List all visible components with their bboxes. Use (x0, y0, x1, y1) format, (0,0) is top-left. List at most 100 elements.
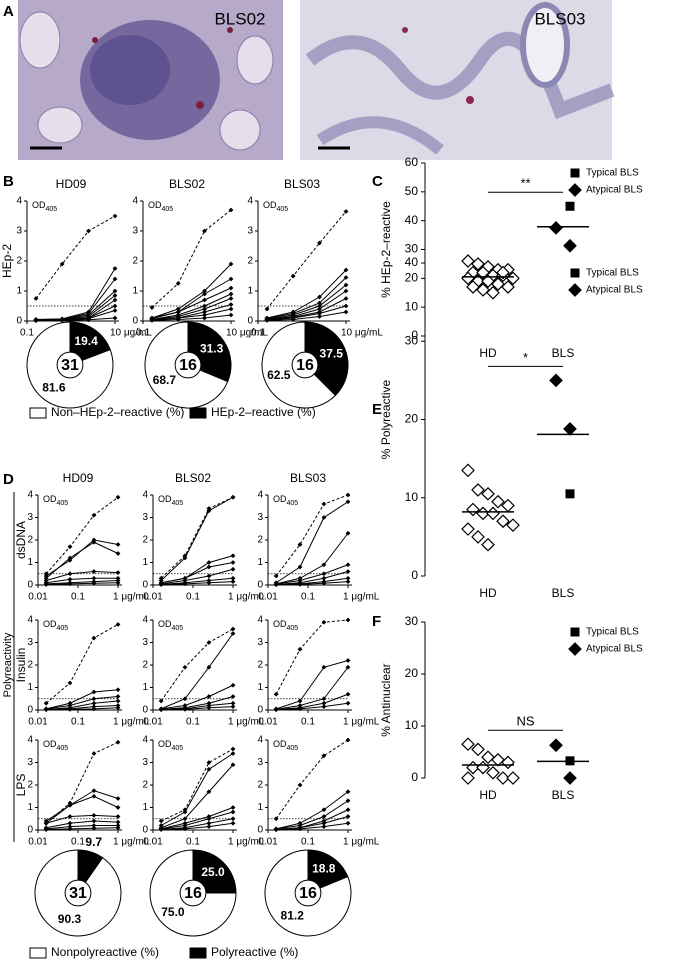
pie-slice (26, 321, 114, 409)
antibody-line (266, 284, 347, 320)
point (345, 820, 351, 826)
x-tick-label: 0.1 (186, 717, 200, 728)
category-label: BLS (552, 586, 575, 600)
point (496, 514, 510, 529)
antibody-line (161, 696, 234, 710)
chart-title: HD09 (63, 471, 94, 485)
y-tick-label: 2 (142, 535, 148, 546)
point (115, 739, 121, 745)
point (321, 820, 327, 826)
point (317, 306, 322, 312)
antibody-line (46, 577, 118, 584)
point (43, 707, 49, 713)
point (91, 689, 97, 695)
point (182, 826, 188, 832)
slice-label: 25.0 (201, 865, 225, 879)
point (158, 707, 164, 713)
point (345, 737, 351, 743)
point (91, 569, 97, 574)
point (67, 706, 73, 712)
y-tick-label: 4 (27, 615, 33, 626)
y-tick-label: 0 (257, 705, 263, 716)
stain (466, 96, 474, 104)
legend-label: Atypical BLS (586, 644, 643, 655)
y-tick-label: 1 (142, 802, 148, 813)
y-tick-label: 10 (405, 490, 419, 504)
y-tick-label: 10 (405, 299, 419, 313)
antibody-line (46, 814, 119, 824)
antibody-line (276, 816, 349, 831)
point (230, 494, 236, 500)
point (501, 280, 515, 294)
control-line (151, 209, 232, 308)
legend-marker (568, 183, 582, 197)
point (230, 575, 236, 581)
point (59, 318, 65, 323)
y-tick-label: 4 (142, 735, 148, 746)
point (297, 564, 303, 570)
pie-center (294, 879, 322, 907)
point (91, 512, 97, 518)
y-tick-label: 1 (257, 557, 263, 568)
y-tick-label: 1 (27, 682, 33, 693)
y-tick-label: 2 (142, 660, 148, 671)
chart-title: HD09 (56, 177, 87, 191)
point (317, 314, 322, 319)
pie-center (179, 879, 207, 907)
legend-label: Typical BLS (586, 168, 639, 179)
antibody-line (276, 532, 349, 585)
antibody-line (276, 581, 349, 586)
point (206, 573, 212, 579)
point (491, 277, 505, 291)
point (273, 573, 279, 579)
od-text: OD (43, 739, 57, 749)
point (563, 238, 577, 253)
y-tick-label: 3 (257, 757, 263, 768)
point (317, 240, 322, 246)
point (182, 809, 188, 815)
point (466, 280, 480, 294)
od-label: OD405 (32, 200, 57, 213)
antibody-line (151, 293, 232, 320)
y-tick-label: 3 (142, 512, 148, 523)
y-tick-label: 30 (405, 242, 419, 256)
point (345, 807, 351, 813)
point (182, 555, 188, 561)
point (202, 309, 207, 315)
point (549, 221, 563, 235)
category-label: HD (479, 586, 497, 600)
x-tick-label: 10 μg/mL (110, 328, 152, 339)
point (206, 816, 212, 822)
point (67, 802, 73, 808)
row-label: LPS (14, 774, 28, 797)
antibody-line (46, 689, 119, 710)
y-tick-label: 1 (257, 802, 263, 813)
point (33, 296, 39, 301)
point (297, 826, 303, 832)
antibody-line (276, 571, 349, 585)
point (43, 700, 49, 706)
od-subscript: 405 (172, 500, 184, 507)
od-label: OD405 (158, 494, 183, 507)
side-label: Polyreactivity (2, 632, 14, 697)
antibody-line (160, 764, 234, 829)
od-subscript: 405 (287, 625, 299, 632)
antibody-line (276, 564, 349, 585)
point (317, 300, 322, 306)
point (112, 297, 118, 303)
point (59, 261, 65, 267)
y-tick-label: 20 (405, 271, 419, 285)
crypt (19, 11, 61, 69)
antibody-line (35, 278, 116, 320)
pie-center (174, 351, 202, 379)
od-text: OD (43, 494, 57, 504)
y-axis-label: HEp-2 (0, 244, 14, 278)
x-tick-label: 0.1 (186, 837, 200, 848)
slice-label: 37.5 (320, 346, 344, 360)
point (481, 274, 495, 289)
point (228, 207, 234, 213)
x-tick-label: 1 μg/mL (343, 717, 380, 728)
antibody-line (161, 577, 234, 585)
y-tick-label: 0 (142, 825, 148, 836)
point (461, 737, 475, 752)
